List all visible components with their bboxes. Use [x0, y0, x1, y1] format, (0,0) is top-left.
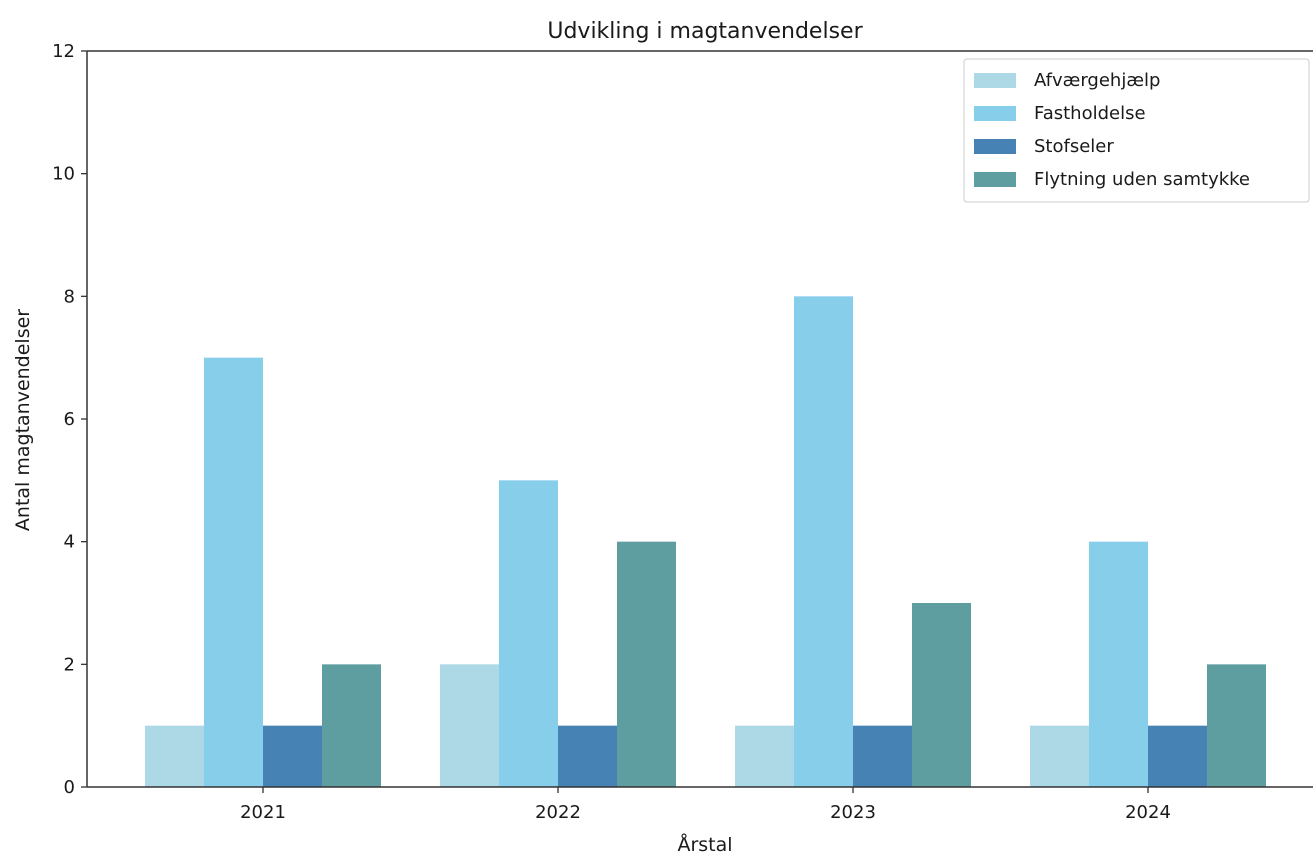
bar	[794, 296, 853, 787]
y-tick-label: 12	[52, 41, 75, 62]
legend-swatch	[974, 73, 1016, 88]
bar	[440, 664, 499, 787]
bar	[204, 357, 263, 787]
legend: Afværgehjælp Fastholdelse Stofseler Flytnin…	[963, 58, 1310, 203]
bar	[853, 725, 912, 787]
x-ticks-group: 2021 2022 2023 2024	[240, 787, 1171, 823]
y-tick-label: 2	[64, 654, 75, 675]
y-tick-label: 0	[64, 777, 75, 798]
x-tick-label: 2022	[535, 802, 581, 823]
legend-label: Fastholdelse	[1034, 103, 1146, 124]
legend-frame	[963, 58, 1310, 203]
legend-swatch	[974, 106, 1016, 121]
legend-label: Stofseler	[1034, 136, 1114, 157]
bars-group	[145, 296, 1266, 787]
y-tick-label: 4	[64, 532, 75, 553]
bar	[1089, 541, 1148, 787]
y-tick-label: 10	[52, 164, 75, 185]
chart-title: Udvikling i magtanvendelser	[547, 19, 863, 44]
y-axis-label: Antal magtanvendelser	[12, 309, 34, 531]
legend-swatch	[974, 172, 1016, 187]
bar	[617, 541, 676, 787]
x-axis-label: Årstal	[677, 833, 732, 853]
x-tick-label: 2024	[1125, 802, 1171, 823]
legend-label: Flytning uden samtykke	[1034, 169, 1250, 190]
bar	[1207, 664, 1266, 787]
bar	[1148, 725, 1207, 787]
y-tick-label: 8	[64, 286, 75, 307]
legend-items: Afværgehjælp Fastholdelse Stofseler Flytnin…	[974, 70, 1250, 190]
x-tick-label: 2023	[830, 802, 876, 823]
bar	[499, 480, 558, 787]
bar	[912, 603, 971, 787]
legend-label: Afværgehjælp	[1034, 70, 1160, 91]
legend-swatch	[974, 139, 1016, 154]
bar	[735, 725, 794, 787]
bar	[558, 725, 617, 787]
y-ticks-group: 0 2 4 6 8 10 12	[52, 41, 87, 798]
bar	[145, 725, 204, 787]
y-tick-label: 6	[64, 409, 75, 430]
bar	[322, 664, 381, 787]
bar	[263, 725, 322, 787]
bar	[1030, 725, 1089, 787]
x-tick-label: 2021	[240, 802, 286, 823]
